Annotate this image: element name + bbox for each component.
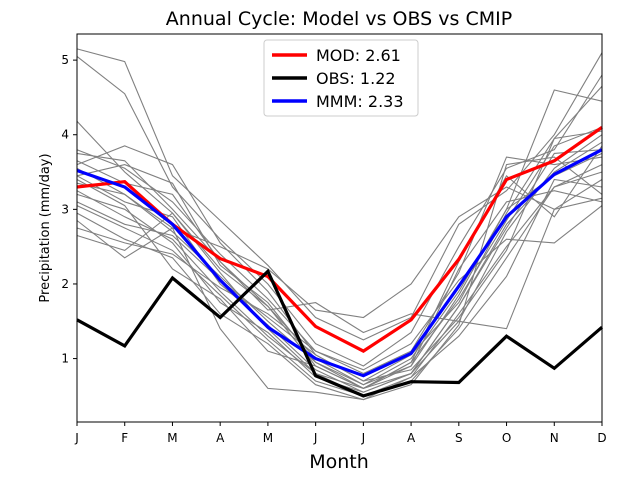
cmip-line-13 (76, 179, 603, 319)
x-tick-label: A (407, 431, 416, 445)
obs-line (76, 268, 604, 398)
x-tick-label: A (216, 431, 225, 445)
legend: MOD: 2.61 OBS: 1.22 MMM: 2.33 (263, 39, 419, 117)
cmip-line-15 (76, 156, 603, 401)
x-tick-label: D (597, 431, 606, 445)
y-tick-label: 5 (61, 53, 69, 67)
chart-title: Annual Cycle: Model vs OBS vs CMIP (166, 8, 512, 30)
cmip-line-3 (76, 89, 603, 386)
x-tick-label: J (74, 431, 79, 445)
cmip-line-12 (76, 178, 603, 401)
axes-group: J F M A M J J A S O N D 1 2 3 4 5 (61, 53, 606, 445)
mmm-line (76, 148, 603, 378)
x-tick-label: N (550, 431, 559, 445)
legend-box (263, 39, 419, 117)
cmip-line-16 (76, 160, 603, 334)
x-tick-label: M (167, 431, 177, 445)
y-tick-label: 2 (61, 277, 69, 291)
cmip-line-1 (76, 48, 603, 341)
legend-label-mmm: MMM: 2.33 (316, 92, 404, 111)
y-tick-label: 1 (61, 352, 69, 366)
cmip-line-2 (76, 55, 603, 367)
x-tick-label: S (455, 431, 463, 445)
cmip-line-14 (76, 205, 603, 371)
x-tick-label: M (263, 431, 273, 445)
y-tick-label: 4 (61, 128, 69, 142)
x-axis-label: Month (309, 451, 369, 473)
y-tick-label: 3 (61, 202, 69, 216)
main-series-group (76, 125, 604, 398)
plot-area-frame (76, 33, 603, 423)
cmip-line-8 (76, 152, 603, 386)
x-tick-label: F (121, 431, 128, 445)
x-tick-label: J (361, 431, 366, 445)
x-tick-label: J (313, 431, 318, 445)
legend-label-obs: OBS: 1.22 (316, 69, 396, 88)
cmip-line-20 (76, 149, 603, 389)
cmip-line-11 (76, 171, 603, 397)
x-tick-label: O (502, 431, 511, 445)
legend-label-mod: MOD: 2.61 (316, 46, 401, 65)
cmip-line-4 (76, 149, 603, 375)
y-axis-label: Precipitation (mm/day) (38, 153, 53, 302)
